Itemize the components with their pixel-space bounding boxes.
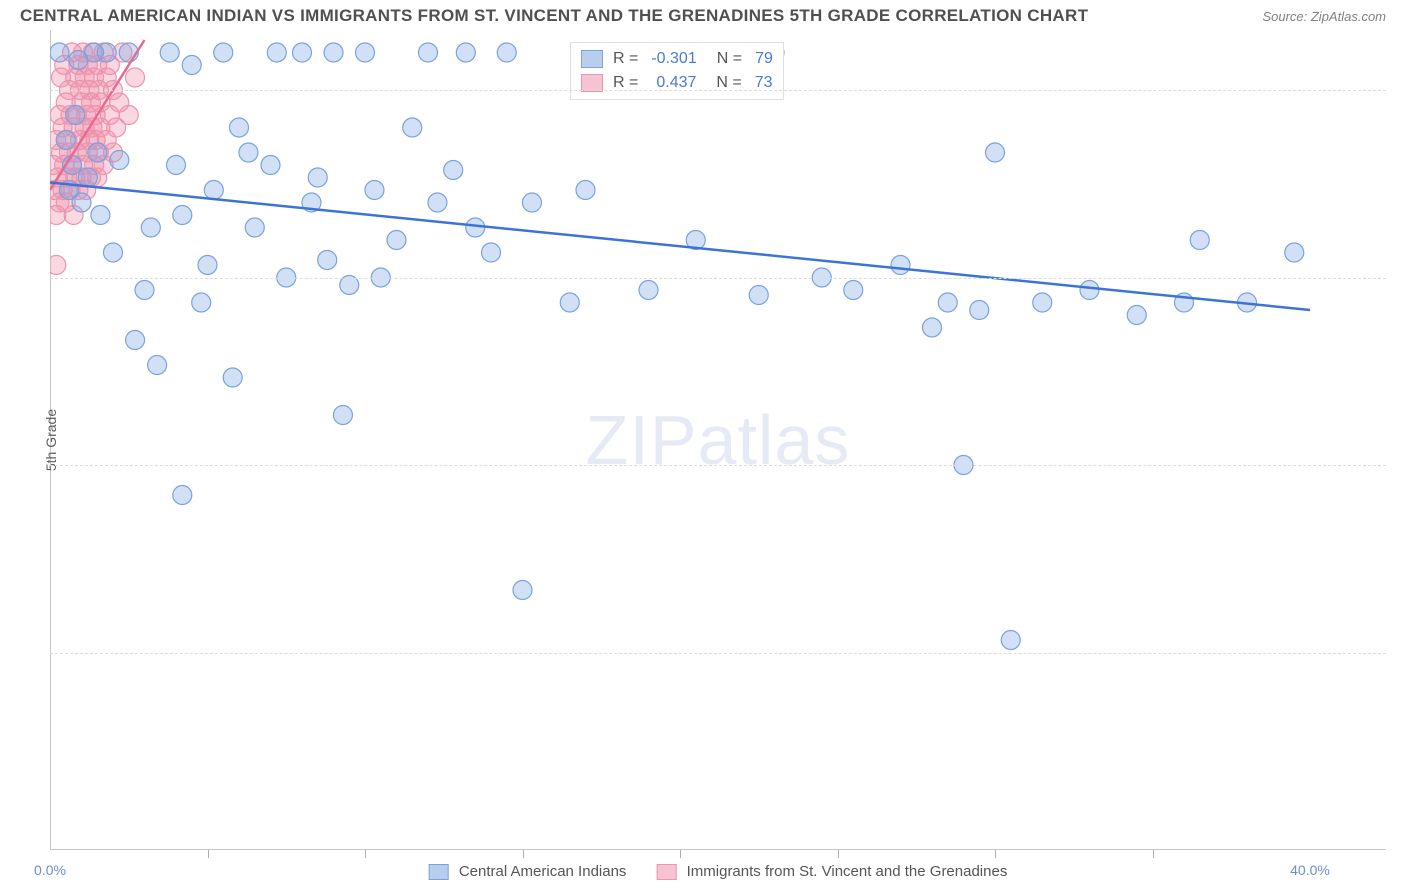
- gridline: [50, 653, 1386, 654]
- legend-item-pink: Immigrants from St. Vincent and the Gren…: [656, 863, 1007, 880]
- scatter-plot: [50, 30, 1386, 850]
- x-tick-label: 40.0%: [1290, 862, 1330, 878]
- source-label: Source: ZipAtlas.com: [1262, 9, 1386, 24]
- x-tick-mark: [208, 850, 209, 858]
- legend-label-pink: Immigrants from St. Vincent and the Gren…: [687, 863, 1008, 880]
- swatch-blue-icon: [429, 864, 449, 880]
- r-label: R =: [613, 50, 638, 68]
- chart-area: 5th Grade ZIPatlas R = -0.301 N = 79 R =…: [50, 30, 1386, 850]
- n-value-blue: 79: [755, 50, 773, 68]
- x-tick-mark: [995, 850, 996, 858]
- swatch-blue-icon: [581, 50, 603, 68]
- r-value-blue: -0.301: [651, 50, 696, 68]
- correlation-legend: R = -0.301 N = 79 R = 0.437 N = 73: [570, 42, 784, 100]
- x-tick-mark: [838, 850, 839, 858]
- n-label: N =: [717, 50, 742, 68]
- gridline: [50, 465, 1386, 466]
- x-tick-label: 0.0%: [34, 862, 66, 878]
- legend-row-pink: R = 0.437 N = 73: [581, 71, 773, 95]
- x-tick-mark: [680, 850, 681, 858]
- gridline: [50, 278, 1386, 279]
- x-tick-mark: [365, 850, 366, 858]
- chart-title: CENTRAL AMERICAN INDIAN VS IMMIGRANTS FR…: [20, 6, 1088, 26]
- x-tick-mark: [523, 850, 524, 858]
- legend-item-blue: Central American Indians: [429, 863, 627, 880]
- y-axis-label: 5th Grade: [43, 409, 59, 471]
- gridline: [50, 90, 1386, 91]
- legend-label-blue: Central American Indians: [459, 863, 627, 880]
- x-tick-mark: [1153, 850, 1154, 858]
- swatch-pink-icon: [656, 864, 676, 880]
- series-legend: Central American Indians Immigrants from…: [429, 863, 1008, 880]
- legend-row-blue: R = -0.301 N = 79: [581, 47, 773, 71]
